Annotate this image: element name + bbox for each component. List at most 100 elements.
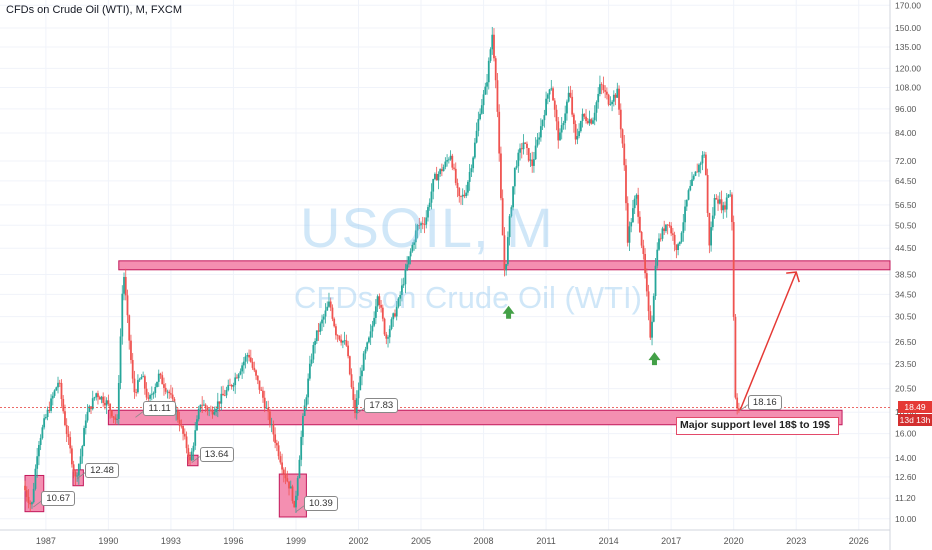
candle-body — [607, 94, 610, 105]
candle-body — [236, 377, 238, 379]
candle-body — [97, 393, 99, 398]
candle-body — [678, 241, 681, 245]
candle-body — [682, 222, 685, 233]
y-tick-label: 30.50 — [895, 312, 917, 322]
candle-body — [83, 427, 85, 447]
candle-body — [651, 321, 653, 338]
candle-body — [486, 82, 488, 87]
candle-body — [484, 86, 487, 95]
candle-body — [652, 296, 655, 322]
candle-body — [713, 198, 716, 216]
candle-body — [463, 194, 466, 197]
candle-body — [425, 217, 428, 225]
candle-body — [147, 397, 150, 399]
candle-body — [25, 490, 28, 497]
candle-body — [618, 88, 620, 110]
candle-body — [644, 253, 646, 274]
candle-body — [467, 181, 469, 193]
candle-body — [269, 411, 271, 425]
candle-body — [569, 92, 572, 97]
candle-body — [324, 310, 327, 317]
candle-body — [317, 330, 320, 332]
candle-body — [437, 173, 440, 181]
candle-body — [361, 370, 363, 377]
candle-body — [493, 34, 495, 59]
candle-body — [470, 168, 473, 172]
candle-body — [564, 113, 567, 124]
candle-body — [520, 148, 523, 150]
candle-body — [62, 398, 65, 412]
candle-body — [717, 199, 719, 204]
candle-body — [736, 397, 739, 409]
candle-body — [380, 304, 382, 308]
low-value-callout: 10.67 — [41, 491, 76, 507]
candle-body — [446, 160, 448, 162]
candle-body — [364, 349, 367, 354]
candle-body — [531, 159, 534, 166]
candle-body — [312, 344, 315, 360]
candle-body — [513, 167, 516, 187]
candle-body — [559, 132, 561, 141]
candle-body — [687, 190, 690, 200]
candle-body — [58, 382, 61, 384]
candle-body — [359, 376, 362, 391]
candle-body — [76, 475, 79, 477]
callout-pointer — [76, 472, 86, 479]
candle-body — [315, 330, 318, 342]
candle-body — [46, 409, 49, 417]
x-tick-label: 2023 — [786, 536, 806, 546]
candle-body — [345, 340, 348, 346]
candle-body — [701, 155, 704, 164]
x-tick-label: 2005 — [411, 536, 431, 546]
candle-body — [117, 382, 120, 419]
y-tick-label: 50.50 — [895, 220, 917, 230]
candle-body — [692, 175, 695, 180]
candle-body — [275, 442, 278, 446]
candle-body — [555, 109, 558, 122]
candle-body — [515, 166, 518, 168]
x-tick-label: 1990 — [98, 536, 118, 546]
x-tick-label: 1999 — [286, 536, 306, 546]
candle-body — [258, 380, 261, 390]
x-tick-label: 1993 — [161, 536, 181, 546]
candle-body — [124, 276, 127, 296]
low-value-callout: 12.48 — [85, 462, 119, 478]
candle-body — [505, 264, 508, 271]
candle-body — [435, 173, 438, 181]
candle-body — [69, 437, 72, 449]
up-arrow-marker — [648, 352, 661, 366]
candle-body — [496, 80, 499, 112]
candle-body — [666, 224, 669, 226]
candle-body — [249, 357, 252, 362]
candle-body — [105, 400, 108, 406]
candle-body — [576, 136, 579, 140]
candle-body — [140, 377, 143, 380]
candle-body — [302, 415, 304, 437]
candle-body — [423, 224, 426, 226]
candle-body — [671, 233, 674, 235]
candle-body — [595, 102, 598, 113]
x-tick-label: 2008 — [474, 536, 494, 546]
candle-body — [477, 119, 480, 131]
candle-body — [442, 167, 445, 172]
candle-body — [267, 407, 270, 412]
candle-body — [668, 225, 671, 227]
candle-body — [248, 354, 250, 358]
candle-body — [119, 336, 122, 383]
candle-body — [649, 311, 652, 338]
candle-body — [366, 342, 369, 350]
candle-body — [215, 409, 217, 413]
candle-body — [560, 125, 563, 133]
candle-body — [536, 139, 539, 146]
candle-body — [581, 113, 584, 121]
candle-body — [371, 325, 374, 332]
callout-pointer — [356, 407, 365, 415]
candle-body — [578, 131, 580, 137]
candle-body — [588, 119, 591, 124]
candle-body — [321, 319, 323, 324]
candle-body — [572, 114, 575, 125]
candle-body — [614, 94, 617, 98]
candle-body — [263, 397, 266, 409]
candle-body — [86, 411, 89, 421]
